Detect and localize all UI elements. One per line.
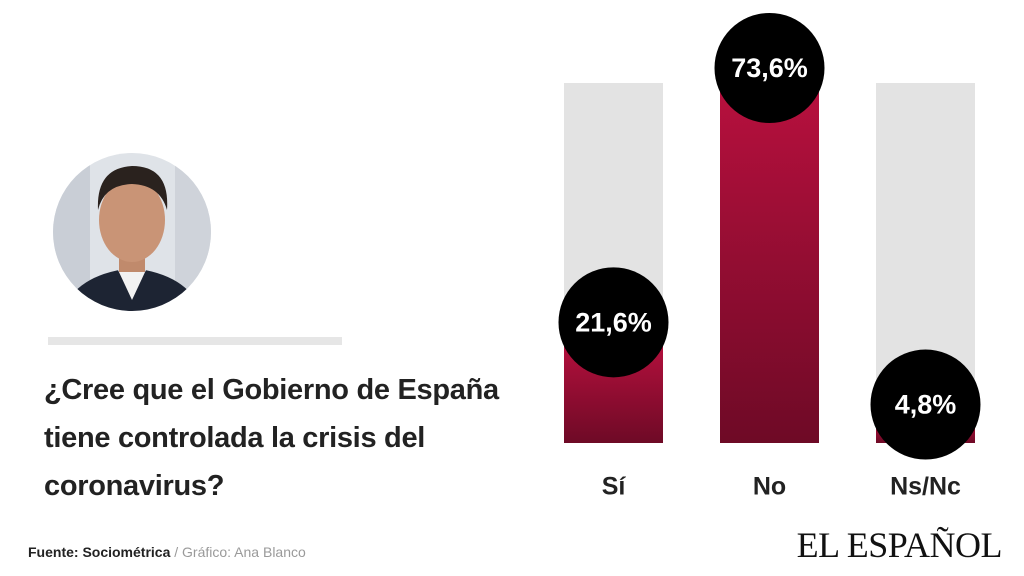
- value-badge: [558, 267, 669, 378]
- title: ¿Cree que el Gobierno de España tiene co…: [44, 374, 499, 502]
- category-label: Ns/Nc: [890, 473, 961, 501]
- value-badge: [714, 13, 825, 123]
- source: Fuente: Sociométrica: [28, 544, 171, 560]
- value-label: 21,6%: [575, 307, 652, 337]
- photo: [53, 153, 211, 311]
- divider: [48, 337, 342, 345]
- value-label: 4,8%: [895, 390, 957, 420]
- source-line: Fuente: Sociométrica / Gráfico: Ana Blan…: [28, 544, 306, 560]
- logo: EL ESPAÑOL: [796, 525, 1003, 565]
- bar: [720, 83, 819, 443]
- value-label: 73,6%: [731, 53, 808, 83]
- credit: / Gráfico: Ana Blanco: [174, 544, 306, 560]
- category-label: Sí: [602, 473, 627, 501]
- value-badge: [870, 349, 981, 460]
- category-label: No: [753, 473, 786, 501]
